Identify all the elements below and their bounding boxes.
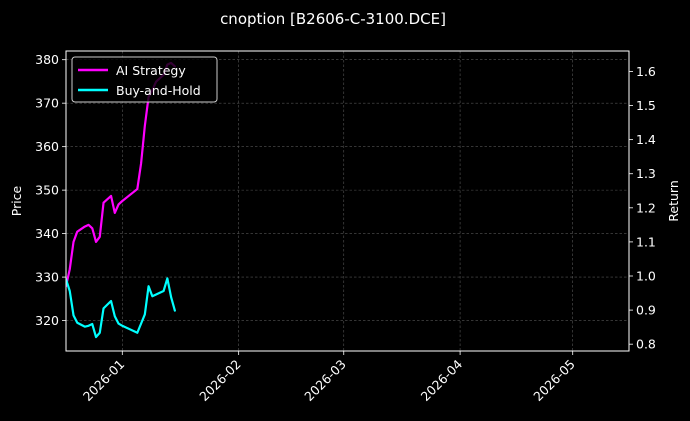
series-line-buy-and-hold [66,277,176,339]
y-tick-label: 380 [35,52,59,67]
y-axis-label-left: Price [9,185,24,216]
y2-tick-label: 1.4 [636,132,656,147]
y2-tick-label: 1.1 [636,234,656,249]
y-tick-label: 330 [35,270,59,285]
y-tick-label: 370 [35,96,59,111]
y-tick-label: 350 [35,183,59,198]
legend-label-buy-and-hold: Buy-and-Hold [116,83,201,98]
chart-title: cnoption [B2606-C-3100.DCE] [220,10,446,28]
y-tick-label: 320 [35,313,59,328]
y2-tick-label: 1.6 [636,64,656,79]
y2-tick-label: 0.8 [636,337,656,352]
y2-tick-label: 1.3 [636,166,656,181]
grid [66,51,629,351]
y2-tick-label: 1.0 [636,269,656,284]
y-axis-label-right: Return [666,180,681,221]
legend: AI Strategy Buy-and-Hold [71,56,218,103]
y-tick-label: 360 [35,139,59,154]
y2-tick-label: 0.9 [636,303,656,318]
legend-box [71,56,218,103]
y-tick-label: 340 [35,226,59,241]
legend-label-ai-strategy: AI Strategy [116,63,186,78]
y2-tick-label: 1.2 [636,200,656,215]
y2-tick-label: 1.5 [636,98,656,113]
plot-frame [65,50,630,352]
